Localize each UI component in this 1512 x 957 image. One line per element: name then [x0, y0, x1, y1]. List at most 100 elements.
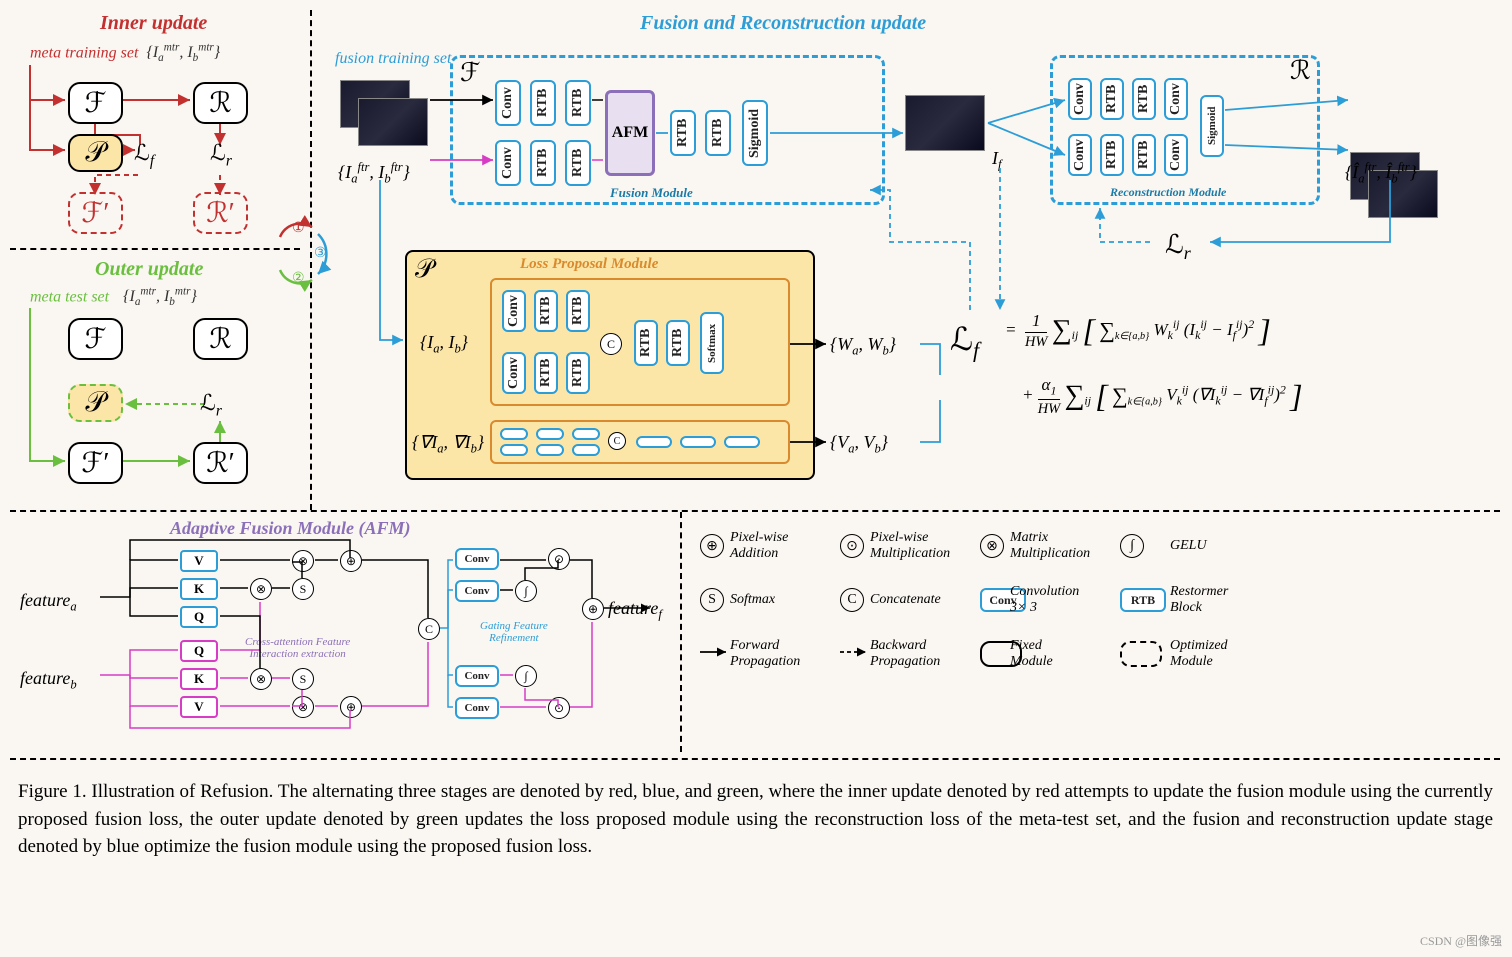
afm-V-b: V: [180, 696, 218, 718]
input-images: [340, 80, 430, 150]
afm-pmul1: ⊙: [548, 548, 570, 570]
f-rtb-b1: RTB: [530, 140, 556, 186]
meta-train-text: meta training set: [30, 44, 138, 61]
ff-label: featuref: [608, 598, 662, 623]
lp-concat2: C: [608, 432, 626, 450]
afm-Q-b: Q: [180, 640, 218, 662]
fusion-module-text: Fusion Module: [610, 185, 693, 201]
afm-conv4: Conv: [455, 697, 499, 719]
legend-opt-icon: [1120, 641, 1170, 667]
inner-R: ℛ: [193, 82, 248, 124]
afm-addf: ⊕: [582, 598, 604, 620]
afm-gelu1: ∫: [515, 580, 537, 602]
meta-train-label: meta training set {Iamtr, Ibmtr}: [30, 42, 220, 65]
afm-matmul4: ⊗: [292, 696, 314, 718]
legend-gelu-icon: ∫: [1120, 534, 1144, 558]
legend-gelu: GELU: [1170, 538, 1260, 554]
legend-add-icon: ⊕: [700, 534, 724, 558]
legend-bwd-icon: [840, 645, 870, 663]
if-image: [905, 95, 985, 151]
fb-label: featureb: [20, 668, 77, 693]
inner-P: 𝒫: [68, 134, 123, 172]
r-rtb-a2: RTB: [1132, 78, 1156, 120]
meta-test-text: meta test set: [30, 288, 109, 305]
cycle-arrows: ① ② ③: [262, 212, 332, 297]
lp-g1b: [500, 444, 528, 456]
iab-label: {Ia, Ib}: [420, 332, 468, 357]
lp-rtb-b2: RTB: [566, 352, 590, 394]
legend-matmul: Matrix Multiplication: [1010, 530, 1120, 562]
r-rtb-a1: RTB: [1100, 78, 1124, 120]
afm-block: AFM: [605, 90, 655, 176]
equation-text: = 1HW ∑ij [ ∑k∈{a,b} Wkij (Ikij − Ifij)2…: [1005, 310, 1485, 419]
inner-update-title: Inner update: [100, 12, 207, 35]
outer-F: ℱ: [68, 318, 123, 360]
legend-fwd: Forward Propagation: [730, 638, 840, 670]
f-rtb-b2: RTB: [565, 140, 591, 186]
fusion-train-label: fusion training set: [335, 50, 451, 68]
inner-Rprime: ℛ′: [193, 192, 248, 234]
outer-Fprime: ℱ′: [68, 442, 123, 484]
fusion-recon-title: Fusion and Reconstruction update: [640, 12, 926, 35]
afm-K-a: K: [180, 578, 218, 600]
lp-g6: [724, 436, 760, 448]
legend-area: ⊕ Pixel-wise Addition ⊙ Pixel-wise Multi…: [700, 530, 1490, 670]
watermark: CSDN @图像强: [1420, 932, 1502, 949]
legend-rtb: Restormer Block: [1170, 584, 1260, 616]
legend-add: Pixel-wise Addition: [730, 530, 840, 562]
wawb-label: {Wa, Wb}: [830, 334, 896, 359]
legend-matmul-icon: ⊗: [980, 534, 1004, 558]
f-rtb-4: RTB: [705, 110, 731, 156]
outer-arrows: [10, 286, 320, 516]
divider-h2: [10, 510, 1500, 512]
divider-v2: [680, 512, 682, 752]
inner-Lf: ℒf: [134, 140, 154, 170]
afm-conv2: Conv: [455, 580, 499, 602]
afm-add2: ⊕: [340, 696, 362, 718]
lp-softmax: Softmax: [700, 312, 724, 374]
r-conv-b: Conv: [1068, 134, 1092, 176]
inner-Fprime: ℱ′: [68, 192, 123, 234]
stage3-label: ③: [314, 246, 327, 261]
legend-concat-icon: C: [840, 588, 864, 612]
legend-fixed-icon: [980, 641, 1010, 667]
stage2-label: ②: [292, 271, 305, 286]
outer-P: 𝒫: [68, 384, 123, 422]
legend-opt: Optimized Module: [1170, 638, 1260, 670]
iab-ftr: {Iaftr, Ibftr}: [338, 160, 410, 187]
r-conv-b2: Conv: [1164, 134, 1188, 176]
afm-concat: C: [418, 618, 440, 640]
afm-Q-a: Q: [180, 606, 218, 628]
afm-soft2: S: [292, 668, 314, 690]
r-conv-a2: Conv: [1164, 78, 1188, 120]
r-sigmoid: Sigmoid: [1200, 95, 1224, 157]
loss-proposal-text: Loss Proposal Module: [520, 256, 658, 273]
divider-h3: [10, 758, 1500, 760]
afm-soft1: S: [292, 578, 314, 600]
legend-mul: Pixel-wise Multiplication: [870, 530, 980, 562]
lp-concat: C: [600, 333, 622, 355]
recon-R-label: ℛ: [1290, 56, 1311, 86]
lp-g5: [680, 436, 716, 448]
f-rtb-3: RTB: [670, 110, 696, 156]
lp-g4: [636, 436, 672, 448]
ihat-label: {Îaftr, Îbftr}: [1345, 160, 1417, 187]
outer-Lr: ℒr: [200, 390, 222, 420]
legend-bwd: Backward Propagation: [870, 638, 980, 670]
lp-g1: [500, 428, 528, 440]
f-sigmoid: Sigmoid: [742, 100, 768, 166]
afm-add1: ⊕: [340, 550, 362, 572]
f-conv-b: Conv: [495, 140, 521, 186]
outer-R: ℛ: [193, 318, 248, 360]
meta-test-label: meta test set {Iamtr, Ibmtr}: [30, 286, 197, 309]
gating-text: Gating Feature Refinement: [480, 620, 548, 644]
afm-gelu2: ∫: [515, 665, 537, 687]
inner-Lr: ℒr: [210, 140, 232, 170]
inner-F: ℱ: [68, 82, 123, 124]
legend-softmax: Softmax: [730, 592, 840, 608]
vavb-label: {Va, Vb}: [830, 432, 888, 457]
afm-conv1: Conv: [455, 548, 499, 570]
afm-matmul1: ⊗: [250, 578, 272, 600]
Lr-main: ℒr: [1165, 230, 1191, 264]
legend-concat: Concatenate: [870, 592, 980, 608]
